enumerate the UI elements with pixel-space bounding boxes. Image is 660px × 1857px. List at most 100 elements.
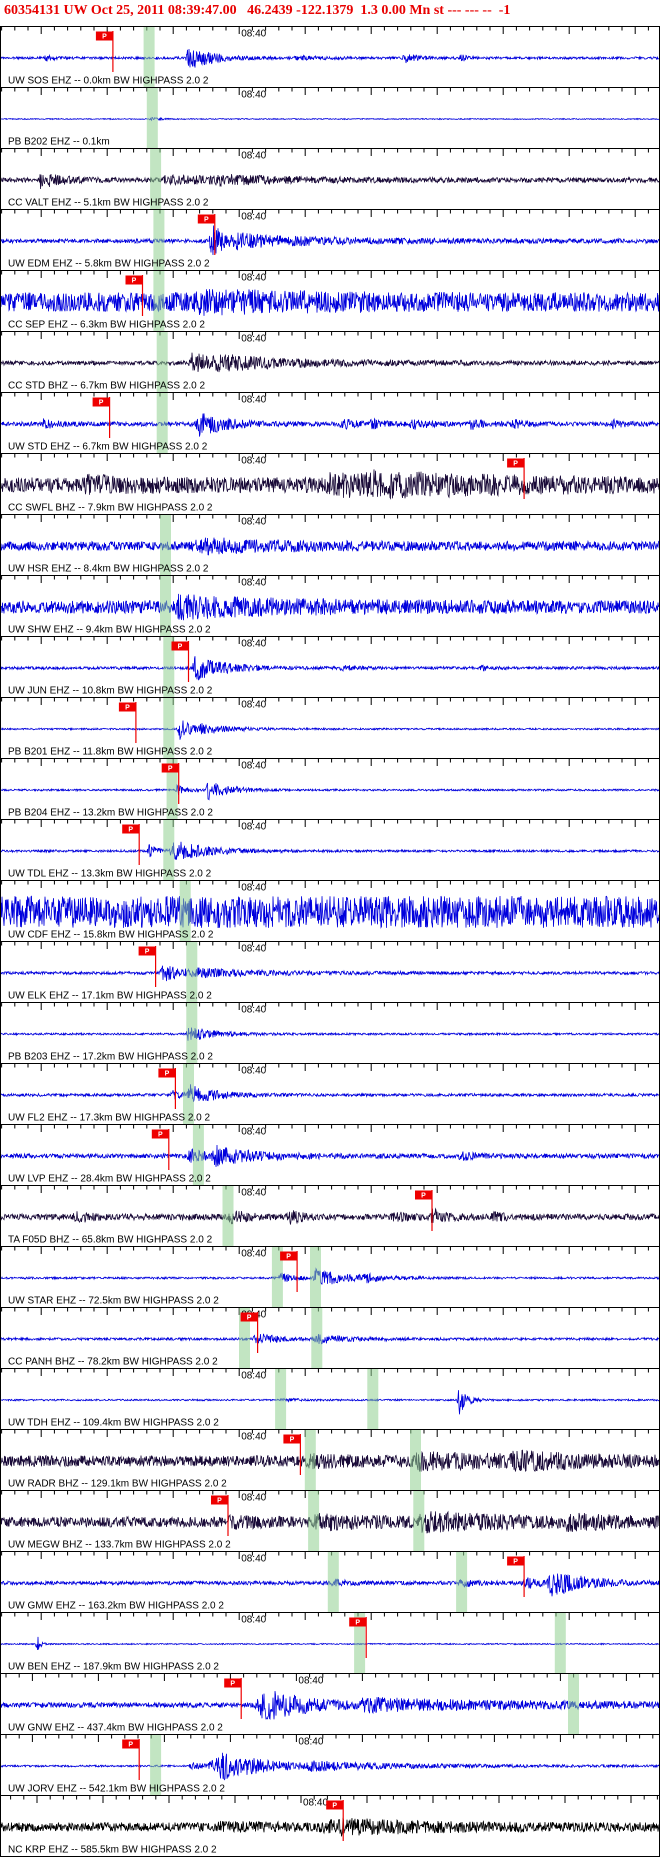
trace-panel[interactable]: 08:40 TA F05D BHZ -- 65.8km BW HIGHPASS 2… [1,1185,659,1246]
trace-panel[interactable]: 08:40 CC SWFL BHZ -- 7.9km BW HIGHPASS 2.… [1,453,659,514]
p-pick-marker[interactable]: P [349,1617,367,1658]
pick-flag-label: P [286,1254,291,1261]
trace-waveform [1,1027,659,1041]
pick-flag-label: P [102,34,107,41]
p-pick-marker[interactable]: P [280,1251,298,1292]
pick-flag [415,1190,432,1200]
station-label: CC VALT EHZ -- 5.1km BW HIGHPASS 2.0 2 [8,198,209,209]
trace-plot: 08:40 UW CDF EHZ -- 15.8km BW HIGHPASS 2.… [1,881,659,941]
trace-panel[interactable]: 08:40 CC SEP EHZ -- 6.3km BW HIGHPASS 2.0… [1,270,659,331]
pick-flag-label: P [513,1559,518,1566]
time-tick-label: 08:40 [241,822,266,833]
phase-window-band [153,271,165,331]
phase-window-band [179,881,191,941]
station-label: UW JORV EHZ -- 542.1km BW HIGHPASS 2.0 2 [8,1784,225,1795]
p-pick-marker[interactable]: P [122,824,140,865]
trace-panel[interactable]: 08:40 UW GNW EHZ -- 437.4km BW HIGHPASS 2… [1,1673,659,1734]
time-tick-label: 08:40 [241,395,266,406]
trace-waveform [1,225,659,256]
trace-panel[interactable]: 08:40 UW SHW EHZ -- 9.4km BW HIGHPASS 2.0… [1,575,659,636]
trace-panel[interactable]: 08:40 UW TDH EHZ -- 109.4km BW HIGHPASS 2… [1,1368,659,1429]
trace-waveform [1,1144,659,1167]
trace-panel[interactable]: 08:40 UW TDL EHZ -- 13.3km BW HIGHPASS 2.… [1,819,659,880]
trace-panel[interactable]: 08:40 UW STD EHZ -- 6.7km BW HIGHPASS 2.0… [1,392,659,453]
trace-panel[interactable]: 08:40 PB B204 EHZ -- 13.2km BW HIGHPASS 2… [1,758,659,819]
p-pick-marker[interactable]: P [326,1800,344,1841]
p-pick-marker[interactable]: P [507,458,525,499]
trace-panel[interactable]: 08:40 CC VALT EHZ -- 5.1km BW HIGHPASS 2.… [1,148,659,209]
pick-flag [122,1739,140,1749]
time-axis-ticks [1,698,649,705]
p-pick-marker[interactable]: P [92,397,111,438]
p-pick-marker[interactable]: P [118,702,137,743]
p-pick-marker[interactable]: P [415,1190,433,1231]
p-pick-marker[interactable]: P [197,214,216,255]
trace-plot: 08:40 UW EDM EHZ -- 5.8km BW HIGHPASS 2.0… [1,210,659,270]
trace-panel[interactable]: 08:40 UW ELK EHZ -- 17.1km BW HIGHPASS 2.… [1,941,659,1002]
time-axis-ticks [1,1430,649,1437]
trace-panel[interactable]: 08:40 UW MEGW BHZ -- 133.7km BW HIGHPASS … [1,1490,659,1551]
pick-flag-label: P [132,278,137,285]
station-label: PB B202 EHZ -- 0.1km [8,137,110,148]
trace-panel[interactable]: 08:40 CC STD BHZ -- 6.7km BW HIGHPASS 2.0… [1,331,659,392]
p-pick-marker[interactable]: P [240,1312,259,1353]
pick-flag-label: P [168,766,173,773]
pick-flag-label: P [290,1437,295,1444]
p-pick-marker[interactable]: P [171,641,190,682]
trace-plot: 08:40 UW ELK EHZ -- 17.1km BW HIGHPASS 2.… [1,942,659,1002]
phase-window-band [153,210,165,270]
time-axis-ticks [5,1735,654,1742]
time-tick-label: 08:40 [241,1615,266,1626]
p-pick-marker[interactable]: P [158,1068,176,1109]
p-pick-marker[interactable]: P [138,946,157,987]
pick-flag [161,763,179,773]
p-pick-marker[interactable]: P [211,1495,229,1536]
station-label: UW LVP EHZ -- 28.4km BW HIGHPASS 2.0 2 [8,1174,211,1185]
pick-flag-label: P [217,1498,222,1505]
trace-waveform [1,413,659,437]
trace-panel[interactable]: 08:40 UW LVP EHZ -- 28.4km BW HIGHPASS 2.… [1,1124,659,1185]
trace-panel[interactable]: 08:40 UW STAR EHZ -- 72.5km BW HIGHPASS 2… [1,1246,659,1307]
time-axis-ticks [1,1552,649,1559]
time-axis-ticks [1,1369,649,1376]
p-pick-marker[interactable]: P [161,763,180,804]
p-pick-marker[interactable]: P [283,1434,301,1475]
trace-panel[interactable]: 08:40 UW SOS EHZ -- 0.0km BW HIGHPASS 2.0… [1,26,659,87]
phase-window-band [163,637,175,697]
p-pick-marker[interactable]: P [507,1556,525,1597]
trace-panel[interactable]: 08:40 UW RADR BHZ -- 129.1km BW HIGHPASS … [1,1429,659,1490]
trace-panel[interactable]: 08:40 PB B201 EHZ -- 11.8km BW HIGHPASS 2… [1,697,659,758]
trace-panel[interactable]: 08:40 UW BEN EHZ -- 187.9km BW HIGHPASS 2… [1,1612,659,1673]
time-tick-label: 08:40 [241,212,266,223]
phase-window-band [271,1247,283,1307]
trace-panel[interactable]: 08:40 PB B203 EHZ -- 17.2km BW HIGHPASS 2… [1,1002,659,1063]
trace-panel[interactable]: 08:40 UW EDM EHZ -- 5.8km BW HIGHPASS 2.0… [1,209,659,270]
p-pick-marker[interactable]: P [122,1739,140,1780]
trace-panel[interactable]: 08:40 UW GMW EHZ -- 163.2km BW HIGHPASS 2… [1,1551,659,1612]
phase-window-band [222,1186,234,1246]
trace-plot: 08:40 UW RADR BHZ -- 129.1km BW HIGHPASS … [1,1430,659,1490]
trace-panel[interactable]: 08:40 UW FL2 EHZ -- 17.3km BW HIGHPASS 2.… [1,1063,659,1124]
trace-panel[interactable]: 08:40 UW JUN EHZ -- 10.8km BW HIGHPASS 2.… [1,636,659,697]
time-axis-ticks [1,1491,649,1498]
p-pick-marker[interactable]: P [95,31,114,72]
time-tick-label: 08:40 [241,944,266,955]
station-label: UW EDM EHZ -- 5.8km BW HIGHPASS 2.0 2 [8,259,210,270]
time-axis-ticks [5,1674,654,1681]
p-pick-marker[interactable]: P [151,1129,170,1170]
trace-panel[interactable]: 08:40 UW CDF EHZ -- 15.8km BW HIGHPASS 2.… [1,880,659,941]
trace-waveform [1,841,659,860]
trace-plot: 08:40 UW HSR EHZ -- 8.4km BW HIGHPASS 2.0… [1,515,659,575]
time-tick-label: 08:40 [241,1371,266,1382]
p-pick-marker[interactable]: P [125,275,144,316]
trace-panel[interactable]: 08:40 UW HSR EHZ -- 8.4km BW HIGHPASS 2.0… [1,514,659,575]
time-axis-ticks [1,515,649,522]
trace-panel[interactable]: 08:40 UW JORV EHZ -- 542.1km BW HIGHPASS … [1,1734,659,1795]
time-axis-ticks [1,820,649,827]
trace-panel[interactable]: 08:40 PB B202 EHZ -- 0.1km [1,87,659,148]
trace-waveform [1,116,659,122]
time-tick-label: 08:40 [241,90,266,101]
p-pick-marker[interactable]: P [224,1678,242,1719]
